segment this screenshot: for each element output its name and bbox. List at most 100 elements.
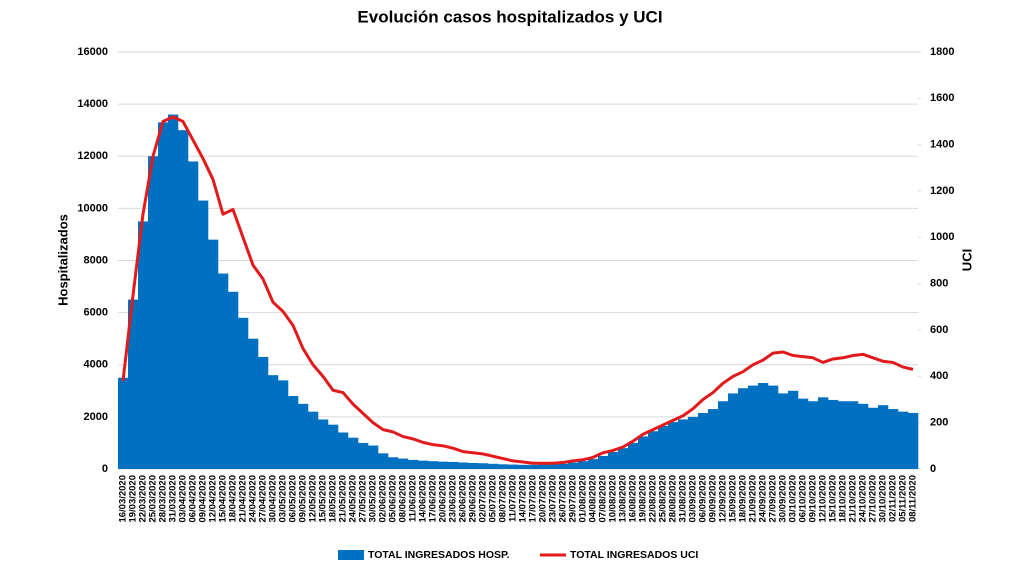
x-tick-label: 04/08/2020 [588,475,599,523]
x-tick-label: 19/08/2020 [638,475,649,523]
bar [398,458,409,469]
bar [318,419,329,469]
bar [278,380,289,469]
bar [618,448,629,469]
x-tick-label: 27/04/2020 [258,475,269,523]
x-tick-label: 10/08/2020 [608,475,619,523]
x-tick-label: 08/07/2020 [498,475,509,523]
x-tick-label: 21/10/2020 [848,475,859,523]
bar [138,221,149,469]
x-tick-label: 25/08/2020 [658,475,669,523]
x-tick-label: 12/05/2020 [308,475,319,523]
x-tick-label: 30/04/2020 [268,475,279,523]
bar [258,356,269,469]
x-tick-label: 02/06/2020 [378,475,389,523]
y-tick-label: 10000 [77,202,108,214]
x-tick-label: 18/05/2020 [328,475,339,523]
x-tick-label: 05/06/2020 [388,475,399,523]
x-tick-label: 23/07/2020 [548,475,559,523]
x-tick-label: 27/09/2020 [768,475,779,523]
x-tick-label: 30/09/2020 [778,475,789,523]
bar [638,436,649,469]
bar [558,463,569,469]
y2-tick-label: 1400 [930,139,954,151]
bar [648,431,659,469]
x-tick-label: 06/05/2020 [288,475,299,523]
bar [198,200,209,469]
bar [248,338,259,469]
bar [898,411,909,469]
x-tick-label: 15/10/2020 [828,475,839,523]
bar [478,463,489,469]
bar [328,424,339,469]
bar [218,273,229,469]
bar [568,462,579,469]
bar [348,437,359,469]
bar [388,457,399,469]
x-tick-label: 22/03/2020 [138,475,149,523]
x-tick-label: 03/10/2020 [788,475,799,523]
bar [758,382,769,469]
y-tick-label: 6000 [84,307,108,319]
y-tick-label: 8000 [84,254,108,266]
bar [588,459,599,469]
x-tick-label: 24/10/2020 [858,475,869,523]
x-tick-label: 01/08/2020 [578,475,589,523]
x-tick-label: 14/07/2020 [518,475,529,523]
x-tick-label: 15/09/2020 [728,475,739,523]
bar [628,442,639,469]
bar [798,398,809,469]
x-tick-label: 26/06/2020 [458,475,469,523]
x-tick-label: 09/05/2020 [298,475,309,523]
bar [368,445,379,469]
y2-tick-label: 1600 [930,92,954,104]
y2-tick-label: 1000 [930,231,954,243]
bar [668,422,679,469]
bar [708,409,719,469]
y2-tick-label: 400 [930,370,948,382]
x-tick-label: 21/04/2020 [238,475,249,523]
x-tick-label: 31/03/2020 [168,475,179,523]
x-tick-label: 15/04/2020 [218,475,229,523]
x-tick-label: 21/09/2020 [748,475,759,523]
bar [678,419,689,469]
bar [698,412,709,469]
chart-title: Evolución casos hospitalizados y UCI [357,7,662,26]
x-tick-label: 27/10/2020 [868,475,879,523]
y-tick-label: 0 [102,463,108,475]
x-tick-label: 03/05/2020 [278,475,289,523]
bar [578,461,589,469]
x-tick-label: 09/10/2020 [808,475,819,523]
bar [598,455,609,469]
bar [118,377,129,469]
x-tick-label: 25/03/2020 [148,475,159,523]
y2-tick-label: 1800 [930,46,954,58]
x-tick-label: 18/09/2020 [738,475,749,523]
x-tick-label: 28/03/2020 [158,475,169,523]
bar [858,403,869,469]
bar [288,396,299,469]
x-tick-label: 12/10/2020 [818,475,829,523]
bar [748,385,759,469]
y-tick-label: 16000 [77,46,108,58]
y2-tick-label: 800 [930,278,948,290]
x-tick-label: 24/09/2020 [758,475,769,523]
y2-tick-label: 1200 [930,185,954,197]
x-tick-label: 08/11/2020 [908,475,919,522]
bar [728,393,739,469]
x-tick-label: 31/08/2020 [678,475,689,523]
bar [408,459,419,469]
legend-swatch [338,550,364,560]
x-tick-label: 16/03/2020 [118,475,129,523]
bar [848,401,859,469]
y-tick-label: 4000 [84,359,108,371]
x-tick-label: 13/08/2020 [618,475,629,523]
x-tick-label: 20/07/2020 [538,475,549,523]
x-tick-label: 26/07/2020 [558,475,569,523]
x-tick-label: 19/03/2020 [128,475,139,523]
bar [188,161,199,469]
x-tick-label: 02/11/2020 [888,475,899,522]
bar [148,156,159,469]
bar [888,409,899,469]
